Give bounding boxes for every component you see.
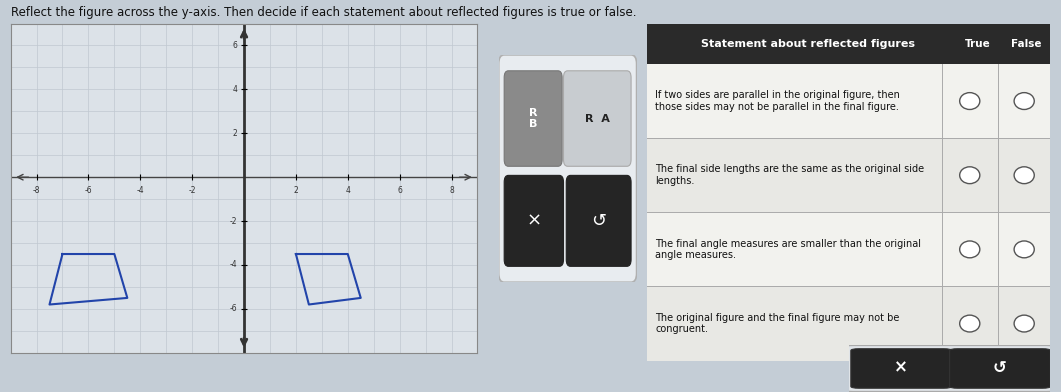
FancyBboxPatch shape <box>647 287 1050 361</box>
Text: -4: -4 <box>230 261 238 269</box>
Text: 2: 2 <box>294 186 298 195</box>
FancyBboxPatch shape <box>647 212 1050 287</box>
FancyBboxPatch shape <box>499 55 637 282</box>
FancyBboxPatch shape <box>567 175 631 266</box>
Text: Statement about reflected figures: Statement about reflected figures <box>701 39 916 49</box>
Circle shape <box>960 315 980 332</box>
FancyBboxPatch shape <box>647 64 1050 138</box>
Circle shape <box>960 167 980 183</box>
Text: 4: 4 <box>232 85 238 94</box>
Text: R  A: R A <box>585 114 610 123</box>
Text: True: True <box>964 39 991 49</box>
Text: ×: × <box>894 359 908 377</box>
Circle shape <box>1014 241 1034 258</box>
Text: 6: 6 <box>397 186 402 195</box>
FancyBboxPatch shape <box>563 71 631 166</box>
Circle shape <box>1014 93 1034 109</box>
FancyBboxPatch shape <box>647 24 1050 361</box>
FancyBboxPatch shape <box>845 345 1055 392</box>
Text: The final angle measures are smaller than the original
angle measures.: The final angle measures are smaller tha… <box>656 239 921 260</box>
Text: -6: -6 <box>85 186 92 195</box>
FancyBboxPatch shape <box>504 71 562 166</box>
FancyBboxPatch shape <box>851 349 952 388</box>
Text: False: False <box>1011 39 1042 49</box>
Text: ↺: ↺ <box>993 359 1007 377</box>
Circle shape <box>1014 167 1034 183</box>
Text: The original figure and the final figure may not be
congruent.: The original figure and the final figure… <box>656 313 900 334</box>
Circle shape <box>960 93 980 109</box>
Text: -8: -8 <box>33 186 40 195</box>
Text: -6: -6 <box>230 305 238 313</box>
Circle shape <box>1014 315 1034 332</box>
Text: 6: 6 <box>232 41 238 50</box>
Text: If two sides are parallel in the original figure, then
those sides may not be pa: If two sides are parallel in the origina… <box>656 90 900 112</box>
Text: Reflect the figure across the y-axis. Then decide if each statement about reflec: Reflect the figure across the y-axis. Th… <box>11 6 637 19</box>
FancyBboxPatch shape <box>504 175 563 266</box>
Text: The final side lengths are the same as the original side
lengths.: The final side lengths are the same as t… <box>656 164 924 186</box>
Text: 4: 4 <box>345 186 350 195</box>
Text: -2: -2 <box>230 217 238 225</box>
Text: 8: 8 <box>449 186 454 195</box>
Text: R
B: R B <box>528 108 538 129</box>
FancyBboxPatch shape <box>647 24 1050 64</box>
Text: -4: -4 <box>137 186 144 195</box>
Text: ↺: ↺ <box>591 212 606 230</box>
Text: 2: 2 <box>232 129 238 138</box>
FancyBboxPatch shape <box>647 138 1050 212</box>
Circle shape <box>960 241 980 258</box>
Text: -2: -2 <box>189 186 196 195</box>
Text: ×: × <box>526 212 541 230</box>
FancyBboxPatch shape <box>950 349 1050 388</box>
